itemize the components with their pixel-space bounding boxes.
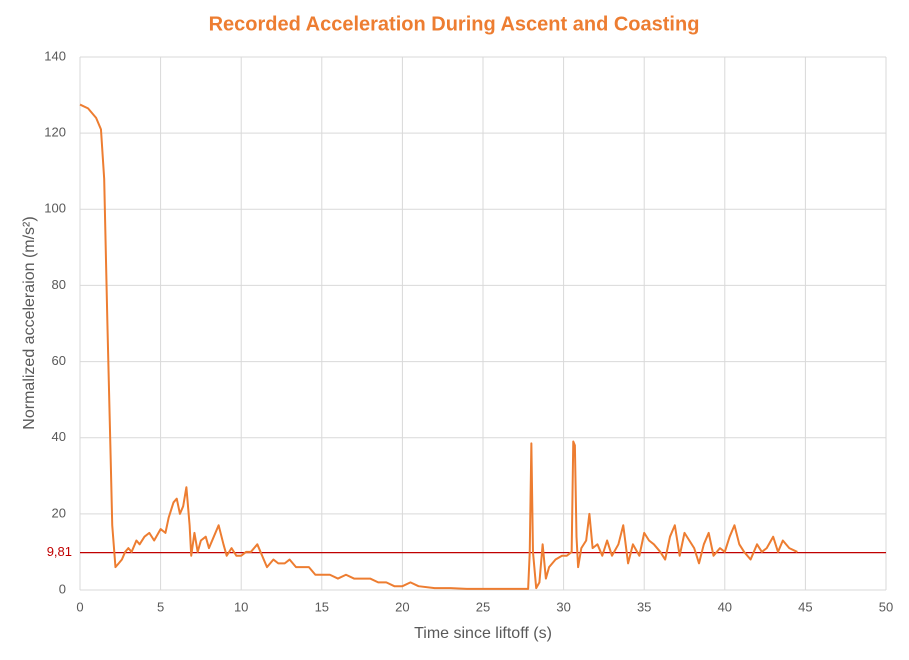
- y-tick-label: 20: [52, 505, 66, 520]
- y-tick-label: 140: [44, 48, 66, 63]
- x-tick-label: 20: [395, 599, 409, 614]
- x-tick-label: 45: [798, 599, 812, 614]
- x-tick-label: 30: [556, 599, 570, 614]
- x-tick-label: 35: [637, 599, 651, 614]
- y-tick-label: 120: [44, 125, 66, 140]
- x-tick-label: 10: [234, 599, 248, 614]
- data-line: [79, 103, 798, 590]
- x-tick-label: 5: [157, 599, 164, 614]
- x-tick-label: 50: [879, 599, 893, 614]
- chart-title: Recorded Acceleration During Ascent and …: [209, 13, 700, 35]
- y-tick-label: 80: [52, 277, 66, 292]
- x-tick-label: 40: [718, 599, 732, 614]
- y-tick-label: 100: [44, 201, 66, 216]
- y-tick-label: 0: [59, 581, 66, 596]
- x-axis-label: Time since liftoff (s): [414, 625, 552, 642]
- x-tick-label: 0: [76, 599, 83, 614]
- y-tick-label: 60: [52, 353, 66, 368]
- y-tick-label: 40: [52, 429, 66, 444]
- x-tick-label: 15: [315, 599, 329, 614]
- y-axis-label: Normalized acceleraion (m/s²): [21, 216, 38, 429]
- reference-label: 9,81: [47, 544, 72, 559]
- x-tick-label: 25: [476, 599, 490, 614]
